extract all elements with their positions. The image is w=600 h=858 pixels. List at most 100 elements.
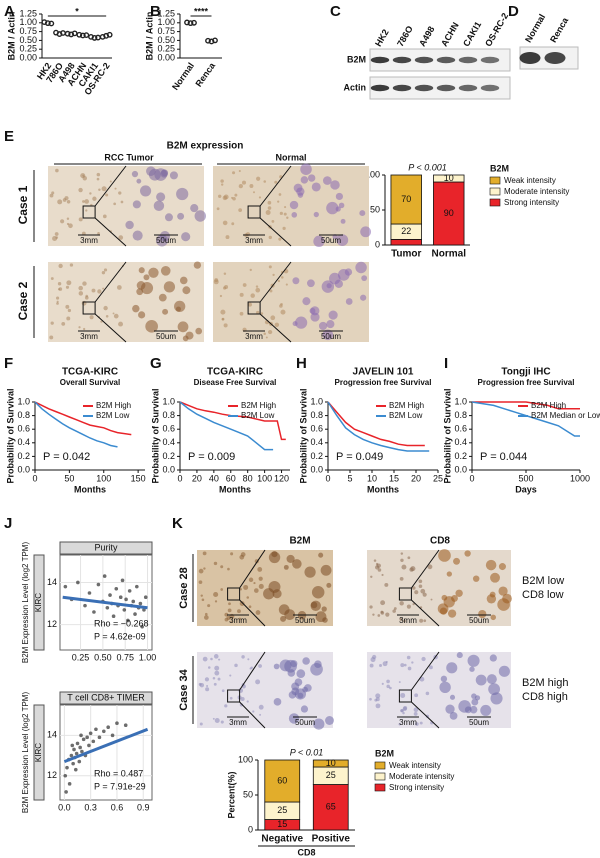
cell [231,196,234,199]
scale-label: 3mm [399,616,417,625]
panel-label: D [508,3,519,20]
lane-label: Renca [548,15,571,44]
cell [277,279,281,283]
point [118,595,123,600]
cell [498,665,510,677]
cell [54,232,59,236]
y-tick-label: 0.8 [162,410,175,420]
cell [458,700,471,713]
blot-band [458,84,478,92]
point [133,612,137,616]
cell [274,322,280,328]
cell [446,571,452,577]
y-tick-label: 12 [47,619,57,629]
cell [213,279,219,285]
cell [148,267,159,278]
point [115,721,119,725]
cell [297,192,304,198]
cell [56,300,59,303]
panel-label: A [4,3,15,20]
p-value: P = 0.009 [188,451,235,463]
x-tick-label: 0.3 [84,802,97,812]
cell [207,666,211,669]
y-tick-label: 0.4 [162,437,175,447]
cell [478,609,487,619]
cell [313,235,325,247]
cell [302,297,311,306]
cell [160,265,171,276]
cell [51,191,55,195]
cell [219,294,223,298]
cell [413,711,418,716]
cell [449,694,456,700]
point [114,586,119,591]
value-label: 22 [401,226,411,236]
zoom-line [239,599,266,627]
y-tick-label: 0.50 [19,35,37,45]
cell [239,292,244,297]
cell [204,677,210,682]
cell [384,582,389,587]
zoom-box [82,301,96,315]
point [71,761,75,766]
point [64,790,68,794]
cell [253,582,256,585]
dot [60,30,66,36]
cell [143,274,150,281]
scale-label: 3mm [229,616,247,625]
point [124,597,128,602]
y-tick-label: 0.8 [310,410,323,420]
cell [58,287,63,291]
y-tick-label: 0.0 [162,464,175,474]
cell [225,235,230,240]
cell [78,217,83,222]
scale-label: 50um [156,332,176,341]
cell [66,316,71,321]
y-tick-label: 1.00 [157,17,175,27]
survival-curve [34,401,132,436]
cell [212,717,215,720]
x-tick-label: 0 [177,473,182,483]
row-title: Case 1 [16,185,30,224]
dot [91,35,98,41]
scale-label: 3mm [80,236,98,245]
legend-label: B2M High [241,401,276,410]
cell [216,207,220,211]
cell [359,210,366,217]
legend-label: Weak intensity [504,176,556,185]
strip-title: T cell CD8+ TIMER [67,692,145,702]
point [81,737,86,742]
point [143,595,148,600]
cell [205,687,210,692]
x-tick-label: 20 [411,473,421,483]
cell [199,722,203,726]
cell [263,180,267,183]
cell [198,682,202,686]
cell [407,666,412,671]
cell [224,704,228,708]
y-axis-label: Percent(%) [226,771,236,818]
cell [259,713,262,716]
panel-label: F [4,355,13,372]
cell [237,609,241,614]
cell [96,172,101,177]
blot-row-label: Actin [344,82,367,92]
cell [369,697,372,701]
cell [375,693,381,699]
x-tick-label: Positive [312,834,351,845]
cell [291,687,300,696]
zoom-line [259,217,292,247]
row-title: Case 28 [178,567,190,609]
cell [446,662,458,674]
cell [177,321,189,333]
value-label: 60 [277,775,287,785]
cell [402,711,405,715]
legend-label: Moderate intensity [504,187,569,196]
y-tick-label: 0.50 [157,35,175,45]
cell [447,609,457,618]
cell [243,584,249,590]
cell [84,199,89,204]
cell [318,552,324,558]
cell [254,588,259,593]
cell [200,594,203,597]
